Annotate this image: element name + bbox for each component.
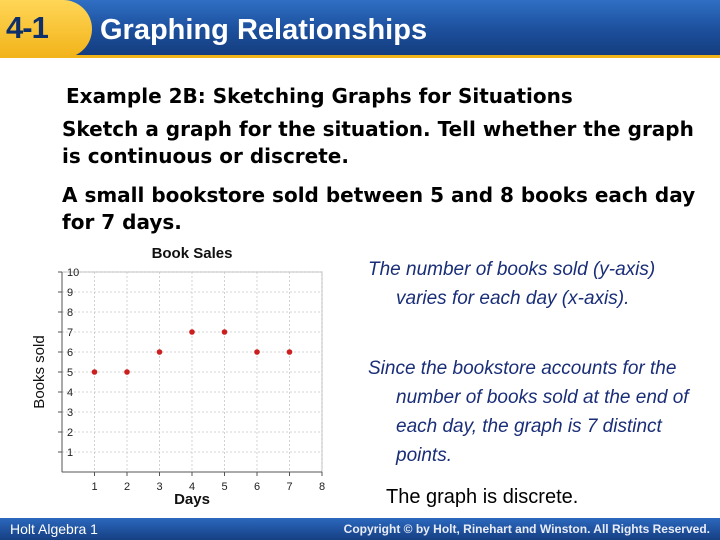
footer-copyright: Copyright © by Holt, Rinehart and Winsto… <box>343 522 710 536</box>
data-point <box>221 329 228 335</box>
data-point <box>189 329 195 335</box>
x-tick-label: 2 <box>124 481 130 493</box>
book-sales-chart: 1 2 3 4 5 6 7 8 1 2 3 4 5 6 7 8 9 10 Book Sales Days Books s… <box>30 240 350 515</box>
data-point <box>286 349 293 355</box>
y-tick-label: 8 <box>67 307 73 319</box>
x-tick-label: 8 <box>319 481 325 493</box>
lesson-number: 4-1 <box>6 10 49 45</box>
y-tick-label: 5 <box>67 367 73 379</box>
y-axis-label: Books sold <box>31 335 48 408</box>
x-tick-label: 4 <box>189 481 195 493</box>
data-point <box>124 369 130 375</box>
y-tick-label: 2 <box>67 427 73 439</box>
x-tick-label: 3 <box>156 481 162 493</box>
lesson-title: Graphing Relationships <box>100 14 428 46</box>
data-point <box>91 369 98 375</box>
conclusion: The graph is discrete. <box>386 486 579 508</box>
x-tick-label: 5 <box>221 481 227 493</box>
y-tick-label: 6 <box>67 347 73 359</box>
y-tick-label: 9 <box>67 287 73 299</box>
axes-explanation: The number of books sold (y-axis) varies… <box>368 259 656 309</box>
discrete-reasoning: Since the bookstore accounts for the num… <box>368 358 689 466</box>
problem-situation: A small bookstore sold between 5 and 8 b… <box>62 183 696 234</box>
example-title: Example 2B: Sketching Graphs for Situati… <box>66 84 573 108</box>
data-point <box>254 349 260 355</box>
y-tick-label: 4 <box>67 387 73 399</box>
x-tick-label: 6 <box>254 481 260 493</box>
y-tick-label: 10 <box>67 267 79 279</box>
x-tick-label: 1 <box>91 481 97 493</box>
lesson-badge: 4-1 <box>0 0 92 58</box>
data-point <box>156 349 163 355</box>
y-tick-label: 7 <box>67 327 73 339</box>
x-tick-label: 7 <box>286 481 292 493</box>
problem-prompt: Sketch a graph for the situation. Tell w… <box>62 117 694 168</box>
footer-bar: Holt Algebra 1 Copyright © by Holt, Rine… <box>0 518 720 540</box>
y-tick-label: 3 <box>67 407 73 419</box>
chart-svg: 1 2 3 4 5 6 7 8 1 2 3 4 5 6 7 8 9 10 Book Sales Days Books s… <box>31 245 325 508</box>
title-bar: 4-1 Graphing Relationships <box>0 0 720 58</box>
y-tick-label: 1 <box>67 447 73 459</box>
chart-title: Book Sales <box>152 245 233 262</box>
x-axis-label: Days <box>174 491 210 508</box>
footer-course: Holt Algebra 1 <box>10 521 98 537</box>
